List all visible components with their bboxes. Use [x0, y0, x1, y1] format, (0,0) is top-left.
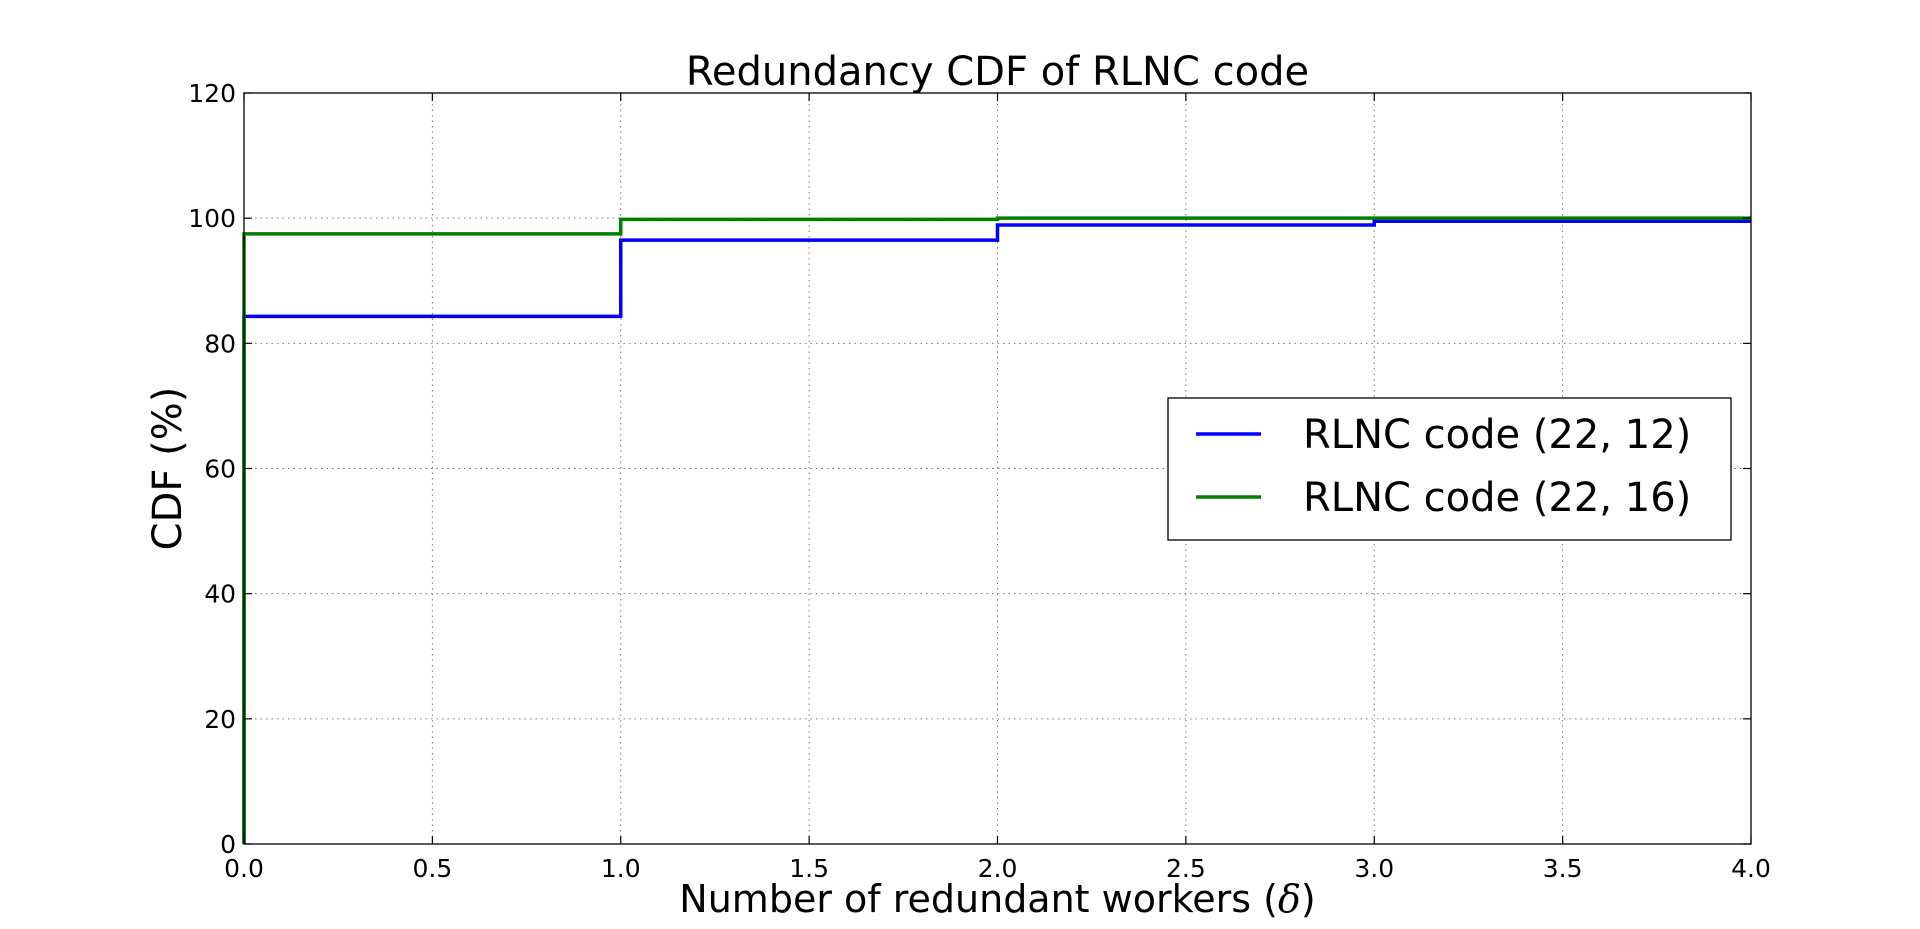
y-tick-label: 80	[204, 329, 236, 358]
y-tick-label: 0	[220, 830, 236, 859]
y-tick-label: 40	[204, 580, 236, 609]
tick-layer: 0.0 0.5 1.0 1.5 2.0 2.5 3.0 3.5 4.0 0 20 40 60 80 100 1…	[188, 79, 1771, 883]
x-tick-label: 1.5	[789, 854, 829, 883]
series-line-1	[242, 219, 1751, 844]
x-axis-label-close: )	[1301, 877, 1316, 921]
series-layer	[242, 216, 1751, 844]
x-axis-label-text: Number of redundant workers (	[679, 877, 1278, 921]
y-tick-label: 120	[188, 79, 236, 108]
x-tick-label: 3.0	[1354, 854, 1394, 883]
y-tick-label: 60	[204, 455, 236, 484]
x-tick-label: 3.5	[1543, 854, 1583, 883]
x-tick-label: 2.0	[978, 854, 1018, 883]
x-tick-label: 1.0	[601, 854, 641, 883]
legend: RLNC code (22, 12) RLNC code (22, 16)	[1167, 397, 1732, 541]
x-axis-label: Number of redundant workers (δ)	[679, 877, 1315, 921]
y-tick-label: 100	[188, 204, 236, 233]
x-tick-label: 0.0	[224, 854, 264, 883]
x-tick-label: 4.0	[1731, 854, 1771, 883]
y-axis-label: CDF (%)	[145, 387, 191, 551]
chart-title: Redundancy CDF of RLNC code	[686, 49, 1309, 95]
x-tick-label: 2.5	[1166, 854, 1206, 883]
x-tick-label: 0.5	[412, 854, 452, 883]
legend-label-2: RLNC code (22, 16)	[1303, 475, 1691, 521]
legend-box	[1167, 397, 1732, 541]
y-tick-label: 20	[204, 705, 236, 734]
x-axis-label-symbol: δ	[1278, 877, 1301, 921]
legend-label-1: RLNC code (22, 12)	[1303, 412, 1691, 458]
series-line-2	[242, 216, 1751, 844]
